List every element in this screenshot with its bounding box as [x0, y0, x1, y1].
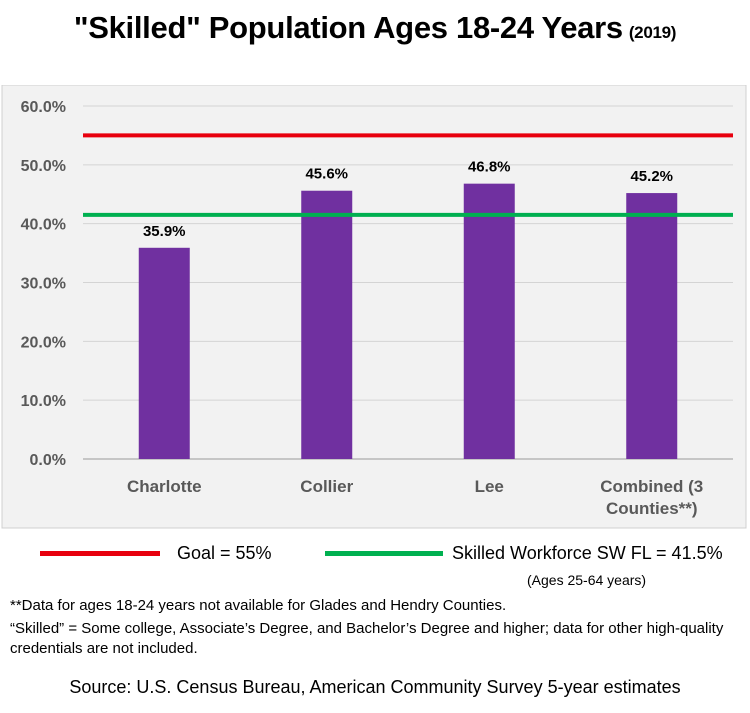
legend-skilled-workforce-label: Skilled Workforce SW FL = 41.5% [452, 543, 723, 563]
legend-skilled-workforce-sublabel: (Ages 25-64 years) [527, 572, 647, 588]
legend-goal-label: Goal = 55% [177, 543, 272, 563]
chart-title-year: (2019) [628, 23, 677, 42]
legend-skilled-workforce-swatch [325, 551, 443, 556]
chart-title: "Skilled" Population Ages 18-24 Years (20… [0, 10, 750, 46]
data-label: 45.2% [630, 168, 673, 185]
y-tick-label: 10.0% [21, 393, 66, 410]
y-tick-label: 20.0% [21, 334, 66, 351]
bar [301, 190, 353, 459]
data-label: 35.9% [143, 223, 186, 240]
bar-chart: 0.0% 10.0% 20.0% 30.0% 40.0% 50.0% 60.0% 35.9% C… [1, 85, 747, 529]
y-tick-label: 0.0% [30, 452, 66, 469]
footnote-data-availability: **Data for ages 18-24 years not availabl… [10, 597, 507, 614]
y-tick-label: 60.0% [21, 99, 66, 116]
source-note: Source: U.S. Census Bureau, American Com… [69, 677, 681, 697]
chart-title-main: "Skilled" Population Ages 18-24 Years [73, 10, 623, 45]
x-category-label: Collier [300, 477, 353, 496]
y-tick-label: 30.0% [21, 276, 66, 293]
bar [138, 247, 190, 459]
data-label: 45.6% [305, 166, 348, 183]
legend-goal-swatch [40, 551, 160, 556]
bar [463, 183, 515, 459]
x-category-label: Counties**) [606, 499, 698, 518]
data-label: 46.8% [468, 159, 511, 176]
x-category-label: Charlotte [127, 477, 202, 496]
x-category-label: Lee [475, 477, 504, 496]
y-tick-label: 50.0% [21, 158, 66, 175]
y-tick-label: 40.0% [21, 217, 66, 234]
chart-area-background [1, 85, 747, 529]
bar [626, 193, 678, 459]
x-category-label: Combined (3 [600, 477, 703, 496]
footnote-skilled-definition: “Skilled” = Some college, Associate’s De… [10, 620, 724, 657]
